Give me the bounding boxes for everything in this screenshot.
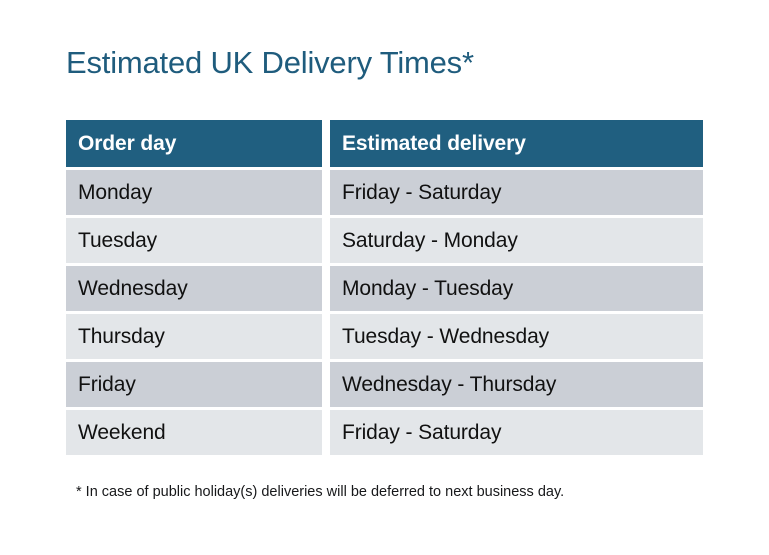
page-title: Estimated UK Delivery Times* xyxy=(66,45,474,80)
table-row: Monday Friday - Saturday xyxy=(66,170,703,215)
cell-order-day: Monday xyxy=(66,170,322,215)
cell-estimated-delivery: Friday - Saturday xyxy=(330,170,703,215)
cell-estimated-delivery: Wednesday - Thursday xyxy=(330,362,703,407)
column-header-order-day: Order day xyxy=(66,120,322,167)
table-row: Wednesday Monday - Tuesday xyxy=(66,266,703,311)
table-header-row: Order day Estimated delivery xyxy=(66,120,703,167)
cell-estimated-delivery: Friday - Saturday xyxy=(330,410,703,455)
delivery-times-table: Order day Estimated delivery Monday Frid… xyxy=(66,120,703,458)
table-row: Weekend Friday - Saturday xyxy=(66,410,703,455)
table-row: Thursday Tuesday - Wednesday xyxy=(66,314,703,359)
cell-order-day: Weekend xyxy=(66,410,322,455)
cell-order-day: Friday xyxy=(66,362,322,407)
column-header-estimated-delivery: Estimated delivery xyxy=(330,120,703,167)
cell-estimated-delivery: Monday - Tuesday xyxy=(330,266,703,311)
cell-estimated-delivery: Tuesday - Wednesday xyxy=(330,314,703,359)
footnote-text: * In case of public holiday(s) deliverie… xyxy=(76,484,565,500)
table-row: Friday Wednesday - Thursday xyxy=(66,362,703,407)
cell-order-day: Tuesday xyxy=(66,218,322,263)
cell-estimated-delivery: Saturday - Monday xyxy=(330,218,703,263)
table-row: Tuesday Saturday - Monday xyxy=(66,218,703,263)
cell-order-day: Thursday xyxy=(66,314,322,359)
cell-order-day: Wednesday xyxy=(66,266,322,311)
